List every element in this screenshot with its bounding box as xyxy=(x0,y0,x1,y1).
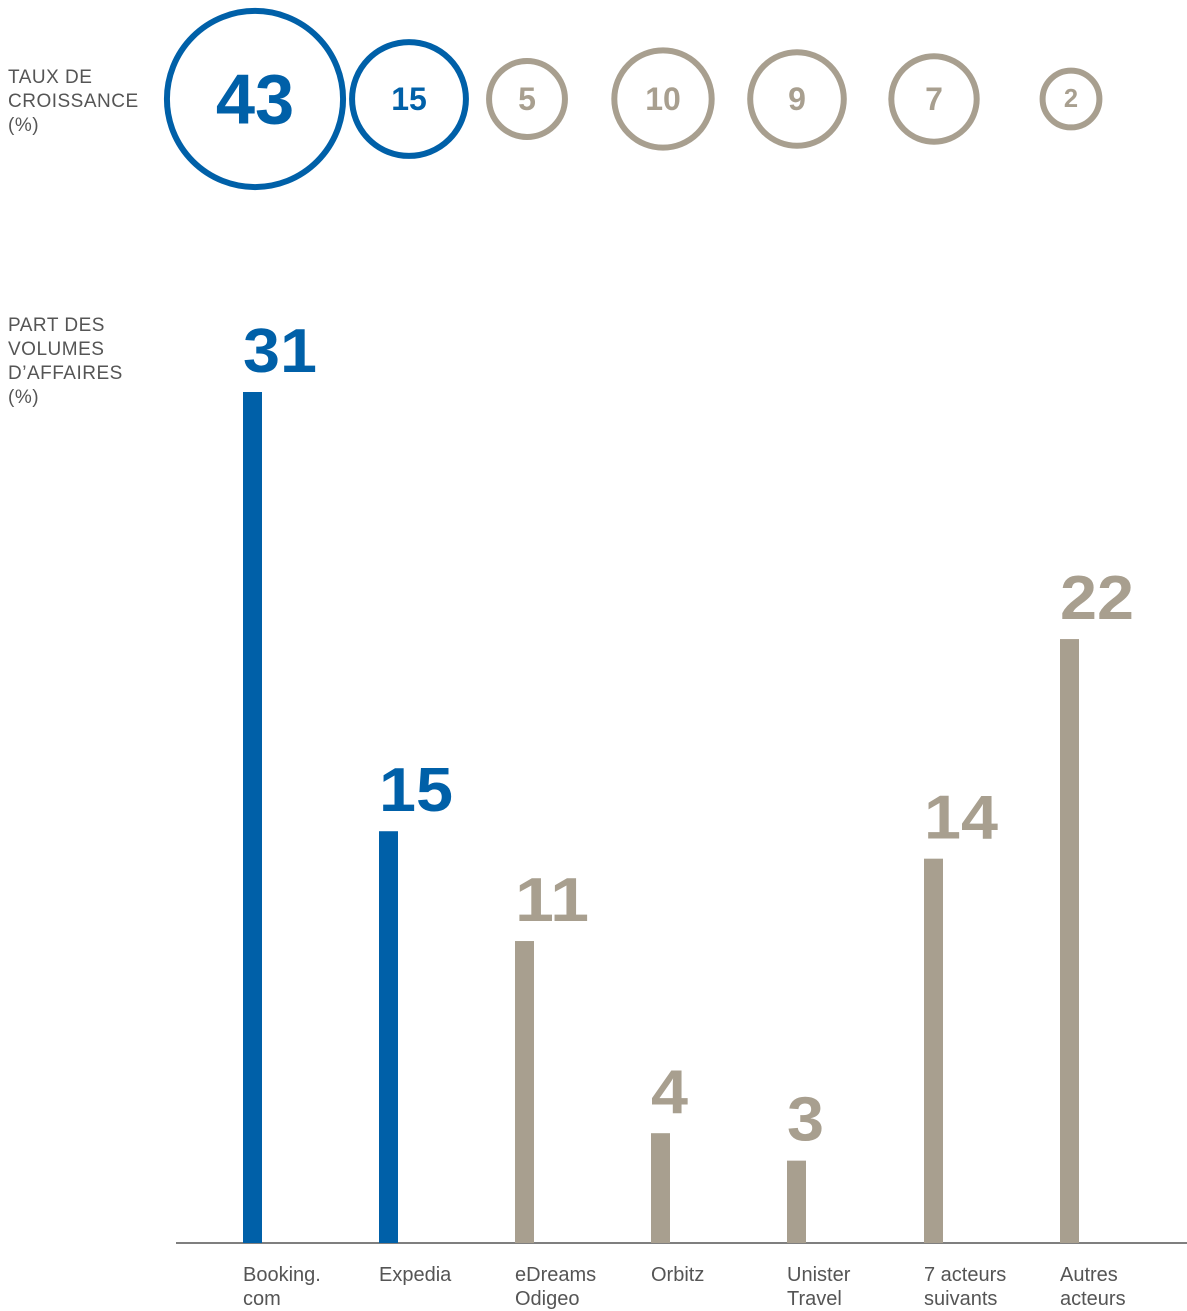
bubble-label: 43 xyxy=(216,60,294,139)
value-label: 31 xyxy=(243,317,317,386)
x-tick-label: Autres acteurs xyxy=(1060,1264,1126,1310)
x-tick-label: Booking. com xyxy=(243,1264,321,1310)
bar xyxy=(515,941,534,1243)
bubble-label: 10 xyxy=(645,81,681,117)
bubble xyxy=(747,49,847,149)
bubble-label: 7 xyxy=(925,81,943,117)
bubble-title: TAUX DE CROISSANCE (%) xyxy=(8,67,139,136)
bubble-label: 5 xyxy=(518,81,536,117)
bar xyxy=(651,1133,670,1243)
x-tick-label: 7 acteurs suivants xyxy=(924,1264,1007,1310)
x-tick-label: Orbitz xyxy=(651,1264,705,1286)
bubble-label: 15 xyxy=(391,81,427,117)
bubble-label: 9 xyxy=(788,81,806,117)
value-label: 3 xyxy=(787,1086,824,1155)
value-label: 14 xyxy=(924,784,999,853)
value-label: 4 xyxy=(651,1058,689,1127)
x-tick-label: Unister Travel xyxy=(787,1264,851,1310)
bubble xyxy=(349,39,469,159)
value-label: 15 xyxy=(379,756,453,825)
value-label: 11 xyxy=(515,866,589,935)
x-tick-label: Expedia xyxy=(379,1264,452,1286)
bar xyxy=(1060,639,1079,1243)
bubble xyxy=(163,7,347,191)
bubble xyxy=(888,53,980,145)
bubble xyxy=(486,58,568,140)
bar-title: PART DES VOLUMES D’AFFAIRES (%) xyxy=(8,315,123,408)
bar xyxy=(787,1160,806,1243)
bar xyxy=(924,858,943,1243)
bar xyxy=(243,392,262,1243)
x-tick-label: eDreams Odigeo xyxy=(515,1264,597,1310)
bubble xyxy=(611,47,715,151)
bar xyxy=(379,831,398,1243)
bubble-label: 2 xyxy=(1064,85,1078,113)
bubble xyxy=(1039,67,1103,131)
value-label: 22 xyxy=(1060,564,1134,633)
